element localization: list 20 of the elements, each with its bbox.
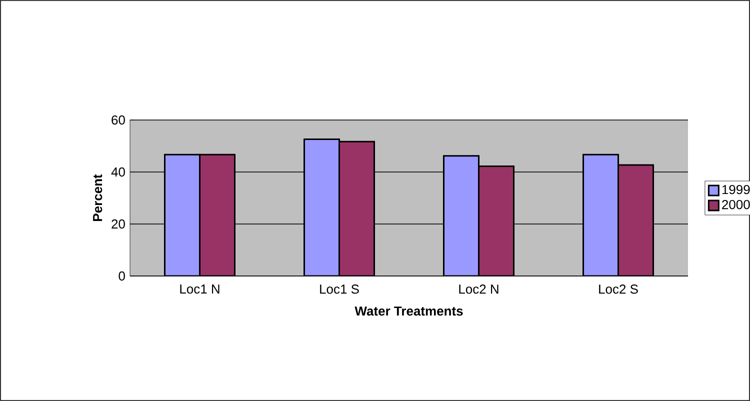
- y-axis-title: Percent: [93, 174, 102, 221]
- x-tick-label: Loc2 S: [599, 284, 638, 294]
- x-tick-label: Loc2 N: [459, 284, 498, 294]
- bar: [164, 154, 201, 276]
- y-tick-label: 20: [112, 219, 125, 229]
- y-tick-label: 60: [112, 115, 125, 125]
- x-axis-title: Water Treatments: [354, 306, 463, 316]
- x-tick-label: Loc1 N: [180, 284, 220, 294]
- y-tick-label: 0: [118, 271, 125, 281]
- bar: [199, 154, 236, 276]
- legend-label: 1999: [722, 184, 750, 194]
- legend-label: 2000: [722, 200, 750, 210]
- bar: [478, 166, 515, 276]
- bar: [582, 154, 620, 276]
- bar: [618, 164, 654, 276]
- x-tick-label: Loc1 S: [320, 284, 359, 294]
- bar: [443, 155, 480, 276]
- bar: [304, 138, 340, 276]
- y-tick-label: 40: [111, 167, 125, 177]
- bar: [338, 140, 376, 276]
